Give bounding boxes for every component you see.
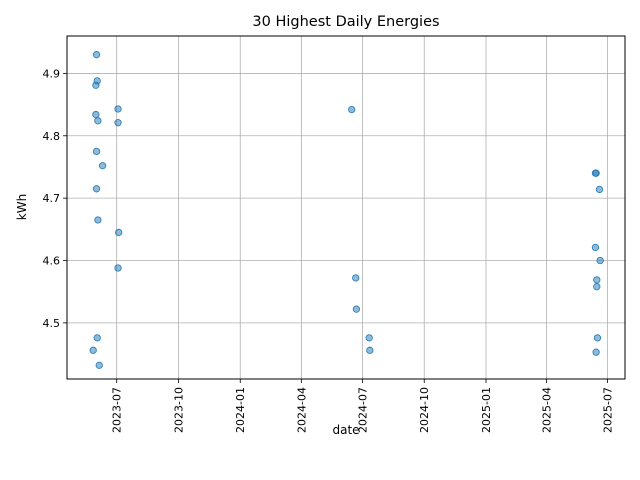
x-axis-label: date [332,423,359,437]
data-point [595,185,604,194]
data-point [114,105,122,113]
data-point [92,81,100,89]
data-point [592,169,600,177]
grid-lines [67,36,625,379]
data-point [593,283,601,291]
x-tick-label: 2024-07 [356,387,369,433]
chart-title: 30 Highest Daily Energies [252,14,439,30]
data-point [115,228,123,237]
x-tick-label: 2024-10 [418,387,431,433]
x-tick-label: 2024-04 [295,387,308,433]
data-point [352,305,361,313]
x-tick-label: 2024-01 [234,387,247,433]
x-tick-label: 2025-04 [540,387,553,433]
data-point [92,147,101,156]
x-tick-label: 2023-07 [111,387,124,433]
data-point [352,274,360,282]
data-point [591,243,600,252]
y-tick-label: 4.8 [43,130,61,143]
data-point [93,334,101,342]
data-point [94,117,102,125]
data-point [92,51,101,59]
data-point [94,216,102,224]
data-point [89,346,97,354]
x-tick-label: 2025-01 [480,387,493,433]
data-point [365,334,373,342]
data-point [596,256,604,265]
y-tick-label: 4.6 [43,255,61,268]
data-points [89,51,604,369]
y-tick-label: 4.9 [43,67,61,80]
data-point [114,119,122,127]
y-tick-label: 4.5 [43,317,61,330]
plot-frame [66,35,626,380]
y-axis-ticks: 4.5 4.6 4.7 4.8 4.9 [43,67,67,330]
x-tick-label: 2023-10 [172,387,185,433]
data-point [114,264,122,272]
data-point [98,162,107,170]
y-tick-label: 4.7 [43,192,61,205]
data-point [366,346,374,354]
data-point [592,348,600,356]
y-axis-label: kWh [15,194,29,220]
data-point [95,361,103,369]
data-point [92,185,101,193]
x-axis-ticks: 2023-07 2023-10 2024-01 2024-04 2024-07 2024-… [111,379,615,433]
data-point [348,105,356,114]
data-point [92,110,100,119]
data-point [593,334,602,342]
data-point [593,276,601,284]
x-tick-label: 2025-07 [602,387,615,433]
